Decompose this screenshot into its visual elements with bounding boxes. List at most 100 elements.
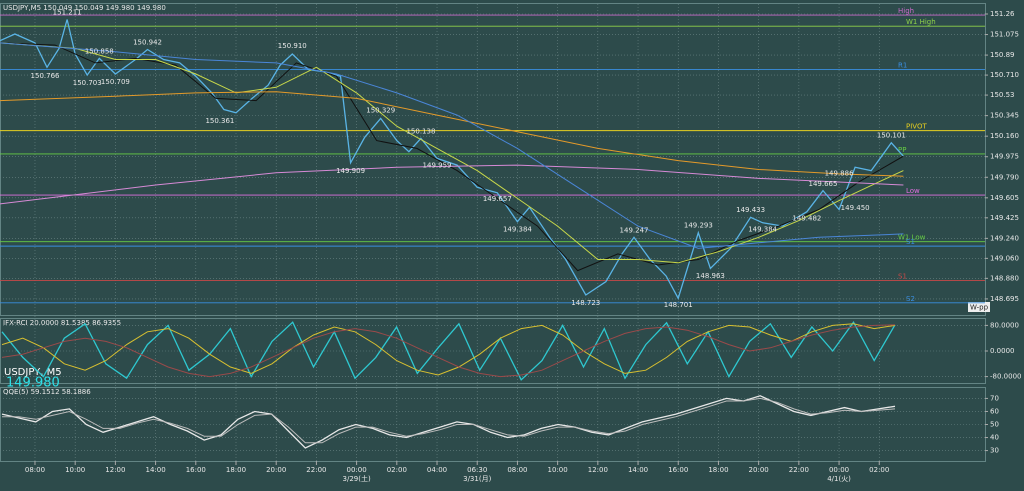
price-annotation: 150.361: [205, 117, 234, 125]
series-line: [2, 397, 896, 444]
y-tick-label: 148.695: [990, 295, 1019, 303]
series-line: [0, 164, 904, 205]
y-tick-label: 40: [990, 434, 999, 442]
pivot-label: R1: [898, 62, 907, 70]
price-annotation: 148.701: [664, 301, 693, 309]
price-annotation: 149.482: [792, 214, 821, 222]
x-tick-label: 02:00: [869, 466, 889, 474]
price-annotation: 149.433: [736, 206, 765, 214]
price-annotation: 149.384: [503, 225, 532, 233]
pivot-label: Low: [906, 187, 920, 195]
y-tick-label: 149.975: [990, 153, 1019, 161]
rci-title: IFX-RCI 20.0000 81.5385 86.9355: [3, 319, 121, 327]
price-annotation: 149.909: [336, 167, 365, 175]
y-tick-label: 80.0000: [990, 321, 1019, 329]
price-annotation: 149.247: [620, 227, 649, 235]
price-annotation: 149.657: [483, 195, 512, 203]
y-tick-label: -80.0000: [990, 373, 1021, 381]
x-tick-label: 02:00: [387, 466, 407, 474]
series-line: [0, 42, 904, 264]
qqe-title: QQE(5) 59.1512 58.1886: [3, 388, 91, 396]
y-tick-label: 150.89: [990, 51, 1015, 59]
y-tick-label: 50: [990, 421, 999, 429]
date-label: 3/31(月): [463, 475, 491, 483]
x-tick-label: 20:00: [749, 466, 769, 474]
price-annotation: 151.211: [53, 8, 82, 16]
x-tick-label: 00:00: [829, 466, 849, 474]
pivot-label: PIVOT: [906, 123, 927, 131]
y-tick-label: 149.605: [990, 194, 1019, 202]
price-annotation: 148.723: [571, 299, 600, 307]
x-tick-label: 04:00: [427, 466, 447, 474]
price-annotation: 149.959: [423, 162, 452, 170]
badge-bg: [968, 302, 990, 312]
price-annotation: 149.293: [684, 221, 713, 229]
y-tick-label: 150.710: [990, 71, 1019, 79]
pivot-label: W1 High: [906, 18, 936, 26]
y-tick-label: 30: [990, 447, 999, 455]
price-annotation: 149.384: [748, 225, 777, 233]
series-line: [1, 323, 896, 376]
y-tick-label: 149.425: [990, 214, 1019, 222]
y-tick-label: 70: [990, 394, 999, 402]
x-tick-label: 18:00: [708, 466, 728, 474]
price-annotation: 150.766: [31, 72, 60, 80]
series-line: [0, 19, 904, 300]
price-annotation: 150.101: [877, 132, 906, 140]
price-annotation: 149.450: [841, 204, 870, 212]
y-tick-label: 149.240: [990, 234, 1019, 242]
y-tick-label: 0.0000: [990, 347, 1015, 355]
series-line: [0, 42, 904, 249]
date-label: 3/29(土): [343, 474, 371, 483]
y-tick-label: 60: [990, 407, 999, 415]
y-tick-label: 151.26: [990, 10, 1015, 18]
price-title: USDJPY,M5 150.049 150.049 149.980 149.98…: [3, 4, 166, 12]
x-tick-label: 22:00: [306, 466, 326, 474]
series-line: [0, 42, 904, 272]
y-tick-label: 150.160: [990, 132, 1019, 140]
price-annotation: 149.886: [825, 170, 854, 178]
x-tick-label: 10:00: [548, 466, 568, 474]
pivot-label: S1: [906, 238, 915, 246]
x-tick-label: 06:30: [467, 466, 487, 474]
x-tick-label: 18:00: [226, 466, 246, 474]
date-label: 4/1(火): [827, 475, 851, 483]
symbol-label: USDJPY, M5: [4, 367, 62, 378]
series-line: [1, 320, 896, 381]
y-tick-label: 149.060: [990, 254, 1019, 262]
series-line: [0, 91, 904, 177]
price-annotation: 148.963: [696, 272, 725, 280]
y-tick-label: 150.53: [990, 91, 1015, 99]
price-annotation: 150.942: [133, 38, 162, 46]
pivot-label: High: [898, 7, 914, 15]
x-tick-label: 14:00: [145, 466, 165, 474]
x-tick-label: 00:00: [347, 466, 367, 474]
pivot-label: S1: [898, 273, 907, 281]
price-annotation: 150.910: [278, 42, 307, 50]
price-annotation: 150.703: [73, 79, 102, 87]
x-tick-label: 20:00: [266, 466, 286, 474]
pivot-label: PP: [898, 146, 906, 154]
x-tick-label: 12:00: [588, 466, 608, 474]
y-tick-label: 150.345: [990, 112, 1019, 120]
price-panel-frame: [0, 3, 986, 316]
pivot-label: W1 Low: [898, 234, 926, 242]
series-line: [1, 324, 896, 378]
x-tick-label: 08:00: [507, 466, 527, 474]
price-annotation: 150.329: [366, 106, 395, 114]
y-tick-label: 149.790: [990, 173, 1019, 181]
x-tick-label: 16:00: [668, 466, 688, 474]
price-annotation: 150.138: [406, 128, 435, 136]
y-tick-label: 148.880: [990, 274, 1019, 282]
pivot-label: S2: [906, 295, 915, 303]
x-tick-label: 10:00: [65, 466, 85, 474]
x-tick-label: 22:00: [789, 466, 809, 474]
price-annotation: 150.858: [85, 48, 114, 56]
price-annotation: 149.665: [809, 180, 838, 188]
x-tick-label: 14:00: [628, 466, 648, 474]
y-tick-label: 151.075: [990, 31, 1019, 39]
last-price: 149.980: [6, 376, 60, 391]
x-tick-label: 08:00: [25, 466, 45, 474]
badge: W-pp: [970, 304, 989, 312]
